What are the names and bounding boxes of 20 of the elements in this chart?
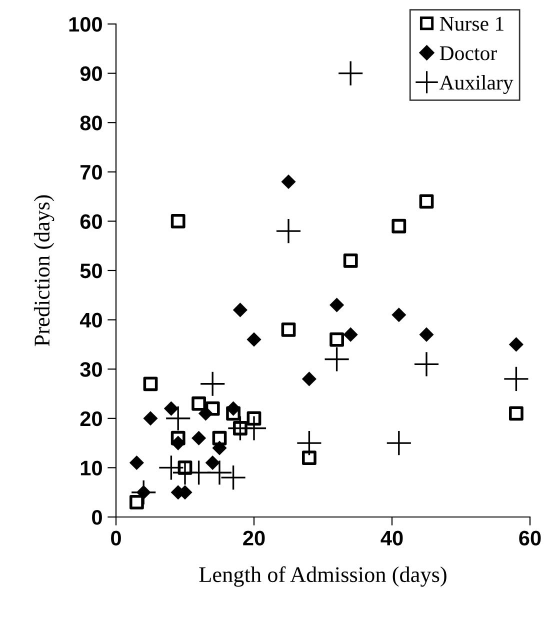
y-tick-label: 40 xyxy=(80,312,102,328)
x-tick-label: 60 xyxy=(519,530,541,546)
y-tick-label: 70 xyxy=(80,164,102,180)
legend-label: Doctor xyxy=(440,46,497,60)
y-tick-label: 90 xyxy=(80,66,102,82)
y-axis-title: Prediction (days) xyxy=(34,195,54,346)
y-tick-label: 50 xyxy=(80,264,102,278)
x-tick-label: 0 xyxy=(111,530,121,546)
x-axis-title: Length of Admission (days) xyxy=(199,566,446,587)
y-tick-label: 20 xyxy=(80,411,102,426)
y-tick-label: 0 xyxy=(92,510,102,525)
y-tick-label: 30 xyxy=(80,362,102,377)
y-tick-label: 80 xyxy=(80,116,102,130)
y-tick-label: 10 xyxy=(80,460,102,476)
y-tick-label: 60 xyxy=(80,214,102,229)
legend-label: Nurse 1 xyxy=(440,16,504,31)
y-tick-label: 100 xyxy=(69,17,102,32)
legend-label: Auxilary xyxy=(439,75,514,94)
x-tick-label: 40 xyxy=(380,530,403,546)
x-tick-label: 20 xyxy=(243,530,265,546)
